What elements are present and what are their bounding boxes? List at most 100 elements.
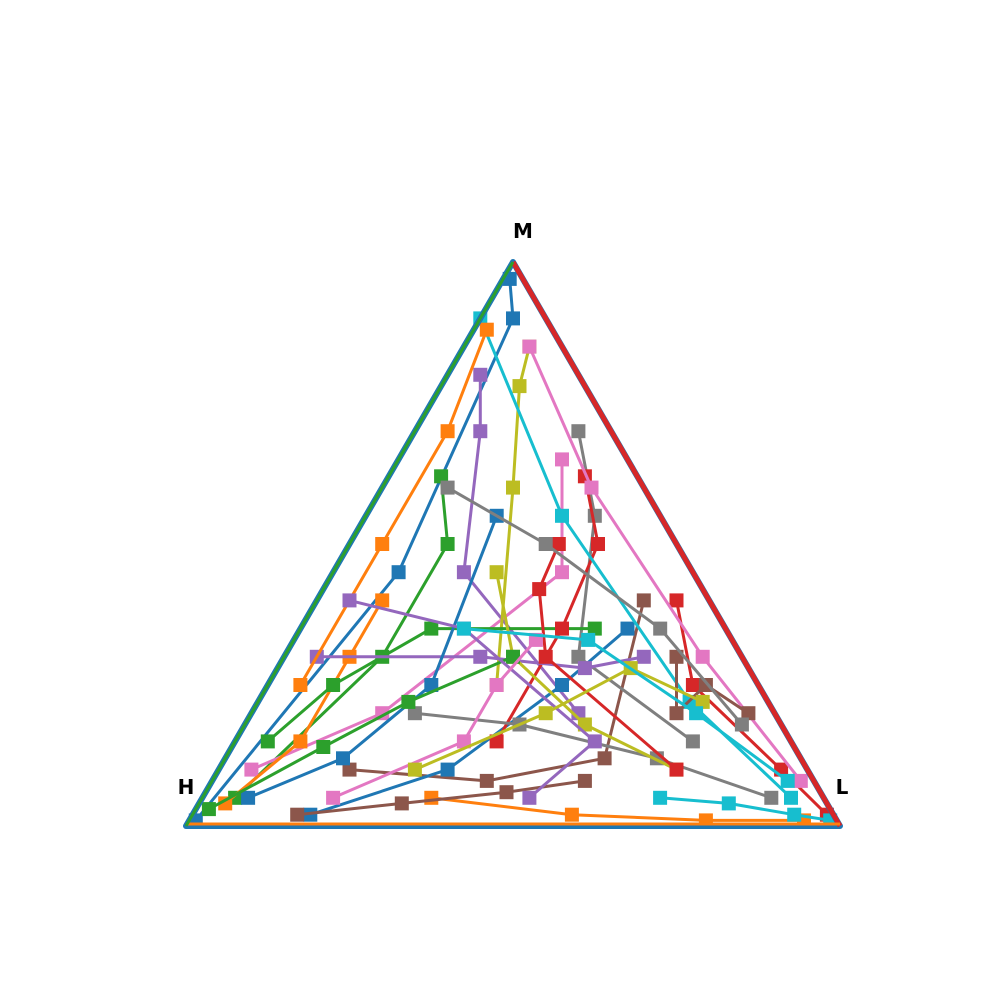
series-11 — [218, 593, 390, 811]
data-point — [434, 469, 449, 484]
series-line — [659, 796, 831, 822]
vertex-label-h: H — [178, 775, 195, 799]
data-point — [551, 537, 566, 551]
data-point — [424, 790, 439, 805]
data-point — [555, 508, 569, 523]
data-point — [473, 649, 488, 664]
data-point — [489, 734, 504, 749]
data-point — [326, 790, 341, 805]
data-point — [538, 649, 553, 664]
data-point — [241, 790, 256, 805]
triangle-edges — [183, 259, 843, 829]
series-line — [247, 515, 499, 800]
data-point — [293, 678, 308, 692]
data-point — [440, 480, 455, 495]
data-point — [584, 480, 599, 495]
data-point — [479, 322, 494, 337]
data-point — [424, 621, 439, 636]
series-line — [675, 656, 750, 715]
data-point — [597, 751, 612, 766]
data-point — [456, 621, 471, 636]
data-point — [721, 796, 736, 811]
data-point — [260, 734, 275, 749]
data-point — [391, 565, 406, 580]
data-point — [587, 734, 602, 749]
data-point — [326, 678, 341, 692]
data-point — [787, 807, 802, 822]
data-point — [479, 773, 494, 788]
data-point — [780, 773, 795, 788]
data-point — [571, 424, 586, 439]
data-point — [577, 661, 592, 676]
series-27 — [440, 480, 749, 732]
data-point — [669, 593, 684, 608]
data-point — [407, 762, 422, 777]
data-point — [734, 717, 749, 732]
data-point — [489, 565, 504, 580]
data-point — [571, 649, 586, 664]
series-line — [194, 278, 515, 822]
data-point — [532, 582, 547, 597]
data-point — [636, 593, 651, 608]
series-line — [431, 796, 804, 822]
data-point — [741, 706, 756, 721]
data-point — [473, 367, 488, 382]
series-layer — [188, 271, 838, 828]
series-15 — [290, 773, 592, 822]
series-line — [495, 346, 531, 686]
data-point — [424, 678, 439, 692]
data-point — [512, 379, 527, 394]
series-28 — [407, 661, 710, 777]
vertex-label-l: L — [836, 775, 849, 799]
data-point — [620, 621, 635, 636]
series-22 — [201, 649, 520, 817]
data-point — [293, 734, 308, 749]
triangle-frame — [183, 259, 843, 829]
series-line — [297, 779, 586, 817]
data-point — [244, 762, 259, 777]
data-point — [440, 762, 455, 777]
right-edge — [510, 260, 843, 828]
data-point — [201, 802, 216, 817]
data-point — [685, 734, 700, 749]
series-13 — [489, 469, 605, 749]
series-23 — [532, 537, 684, 777]
data-point — [506, 311, 520, 326]
series-line — [478, 317, 793, 799]
series-line — [316, 655, 645, 670]
data-point — [489, 678, 504, 692]
data-point — [653, 621, 668, 636]
series-line — [332, 638, 538, 800]
data-point — [636, 649, 651, 664]
data-point — [456, 734, 471, 749]
series-line — [446, 486, 744, 726]
data-point — [401, 694, 416, 709]
series-line — [414, 666, 704, 771]
data-point — [581, 632, 596, 647]
data-point — [591, 537, 605, 551]
series-line — [495, 571, 678, 771]
data-point — [538, 706, 553, 721]
data-point — [342, 593, 357, 608]
data-point — [689, 706, 704, 721]
data-point — [407, 706, 422, 721]
data-point — [555, 678, 569, 692]
data-point — [316, 740, 331, 754]
data-point — [669, 762, 684, 777]
data-point — [555, 452, 569, 467]
data-point — [685, 678, 700, 692]
data-point — [695, 649, 710, 664]
data-point — [669, 706, 684, 721]
data-point — [653, 790, 668, 805]
data-point — [564, 807, 579, 822]
series-21 — [293, 322, 494, 692]
series-29 — [456, 621, 795, 788]
data-point — [440, 537, 455, 551]
series-line — [463, 627, 789, 783]
data-point — [695, 694, 710, 709]
data-point — [336, 751, 350, 766]
data-point — [375, 593, 390, 608]
data-point — [587, 621, 602, 636]
data-point — [784, 790, 798, 805]
